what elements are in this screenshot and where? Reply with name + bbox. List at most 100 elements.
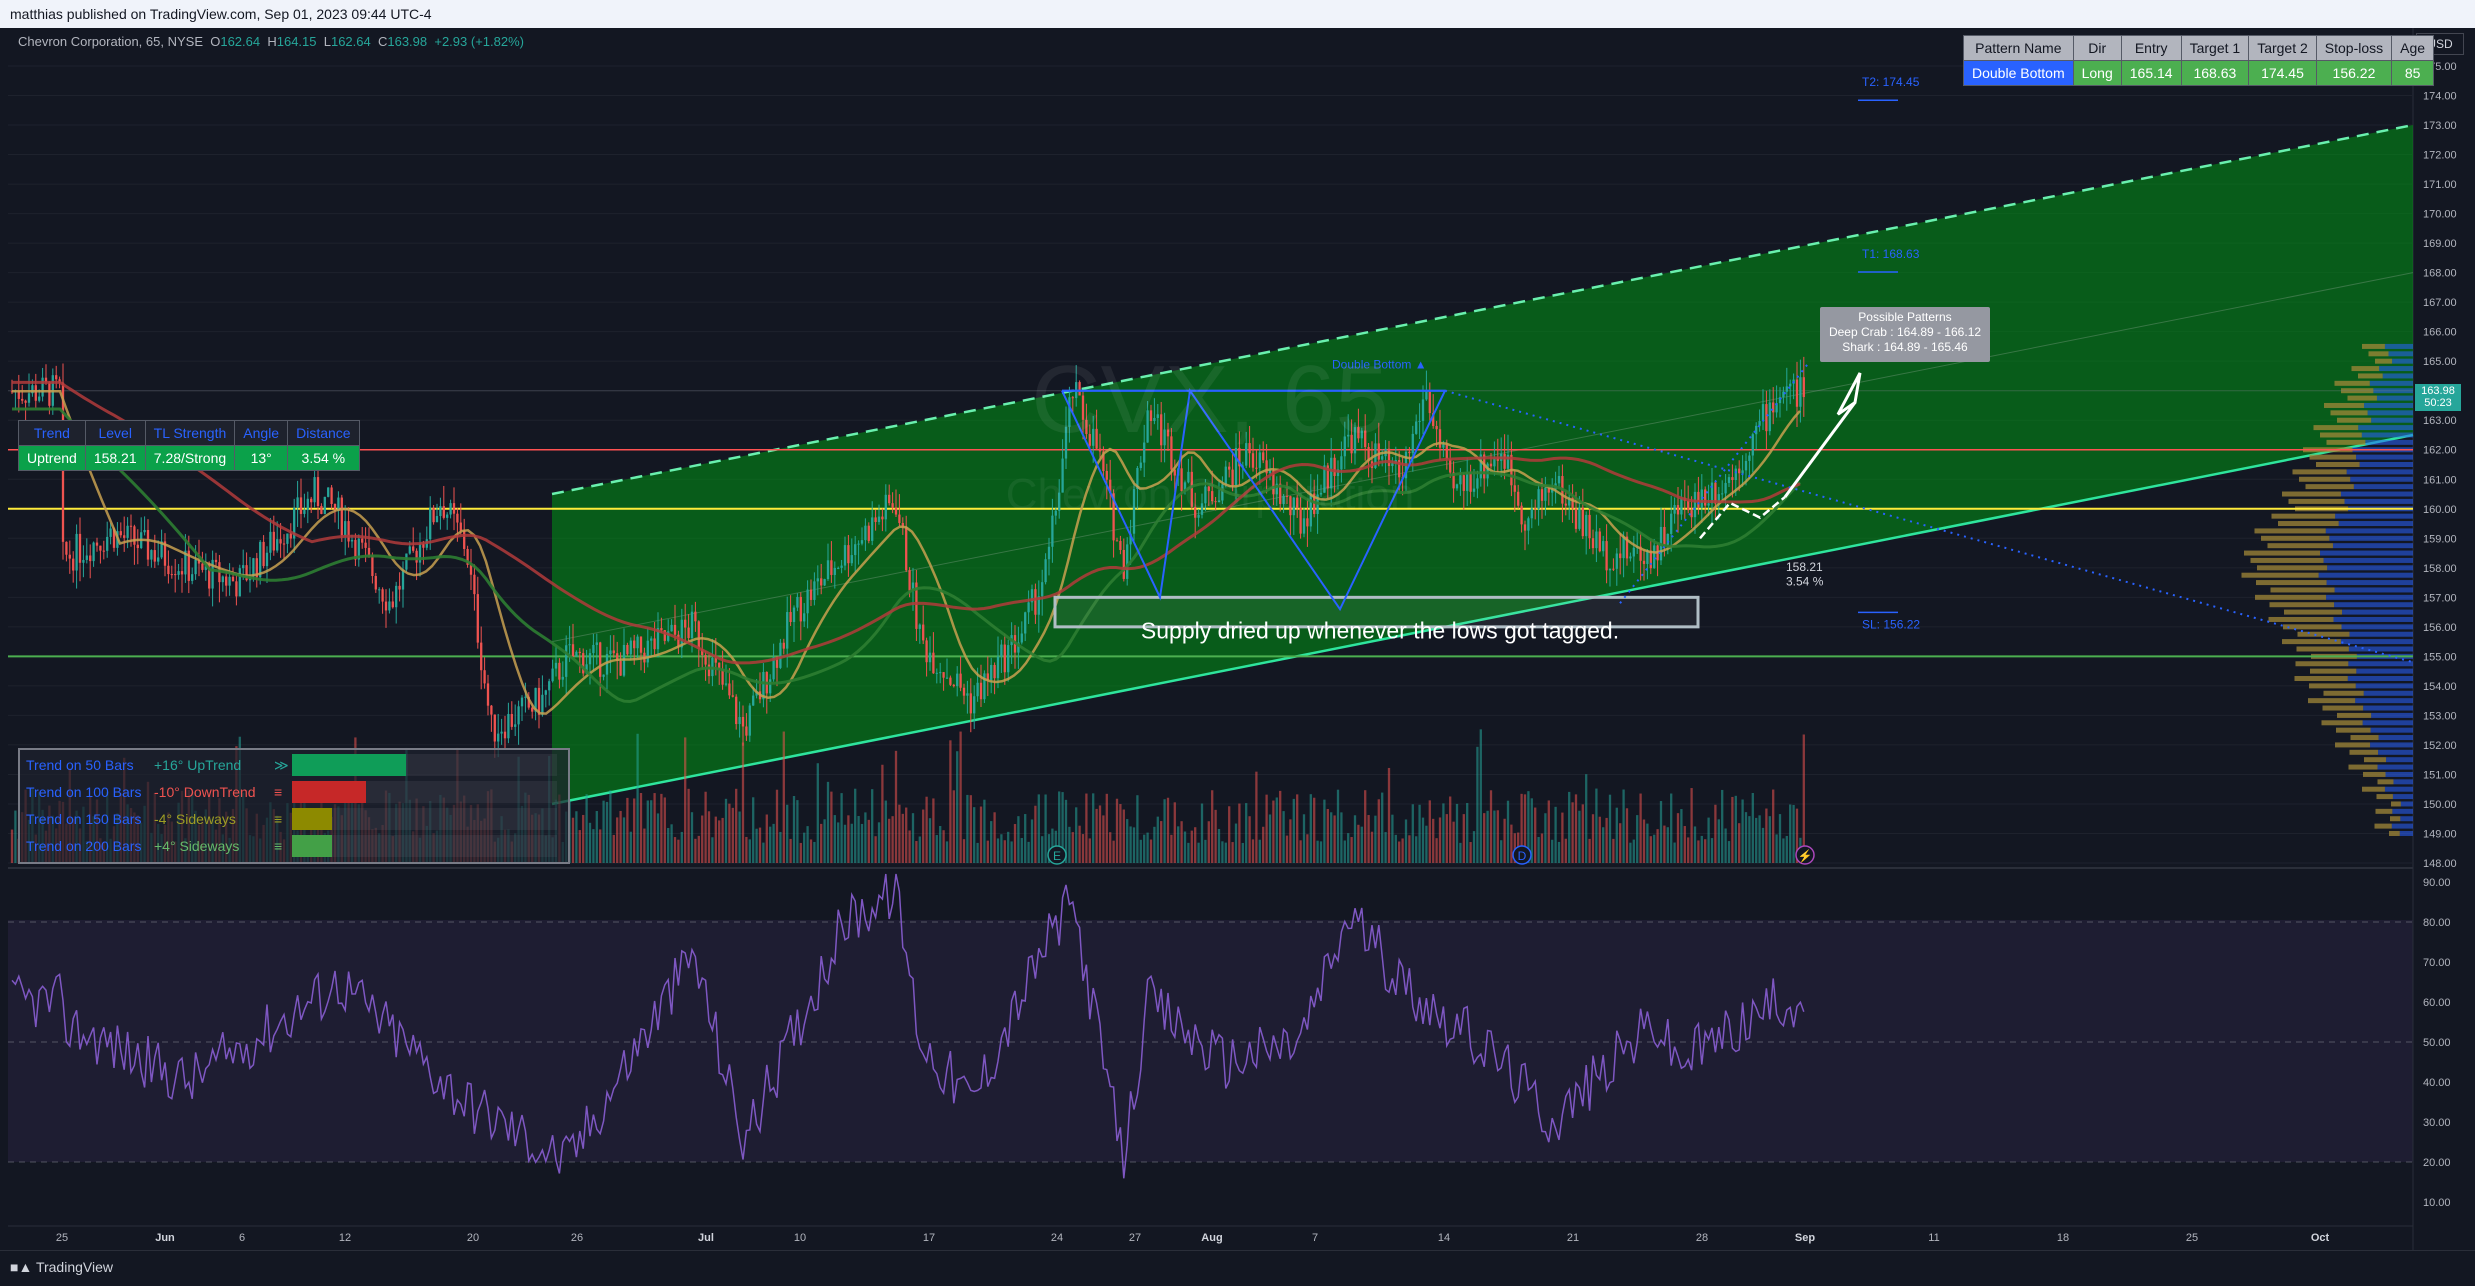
volume-bar [1523,794,1527,863]
volume-bar [1765,808,1768,863]
volume-bar [1425,825,1428,863]
candle-body [1714,482,1717,504]
volume-bar [979,806,983,863]
time-tick-label: 12 [339,1232,351,1244]
volume-bar [1224,842,1227,863]
volume-bar [986,840,989,863]
trendline-table: Trend Level TL Strength Angle Distance Uptre… [18,420,360,471]
candle-body [27,393,31,403]
volume-profile-up [2278,521,2339,527]
candle-body [1608,568,1612,571]
trendline-cell-1: 158.21 [84,445,146,471]
candle-body [1092,428,1095,446]
candle-body [1489,463,1493,467]
candle-body [1296,497,1299,508]
candle-body [595,642,598,645]
tradingview-logo[interactable]: ■▲ TradingView [10,1259,113,1275]
volume-bar [871,789,874,863]
trend-row-value: -4° Sideways [154,811,236,827]
volume-bar [850,823,853,863]
candle-body [881,516,884,520]
volume-profile-up [2261,535,2330,541]
volume-profile-up [2250,557,2324,563]
volume-bar [1789,804,1792,863]
candle-body [826,560,830,580]
candle-body [602,674,605,677]
candle-body [1323,465,1326,493]
volume-bar [1727,841,1731,863]
candle-body [1347,434,1350,437]
trend-row-symbol: ≫ [274,757,289,773]
volume-bar [928,818,932,863]
rsi-line [11,873,1805,1179]
pattern-header-4: Target 2 [2248,35,2317,61]
volume-bar [772,823,775,863]
candle-body [391,601,394,608]
dividend-marker [1512,845,1532,865]
candle-body [163,541,167,566]
volume-profile-up [2257,565,2328,571]
candle-body [129,525,133,527]
pattern-header-2: Entry [2120,35,2182,61]
candle-body [816,578,819,582]
candle-body [1058,492,1061,511]
time-tick-label: Aug [1201,1232,1222,1244]
volume-bar [748,839,751,863]
price-tick-label: 163.00 [2423,415,2457,427]
volume-profile-down [2359,462,2413,467]
symbol-name[interactable]: Chevron Corporation, 65, NYSE [18,34,203,49]
candle-body [272,531,275,551]
volume-profile-down [2355,683,2413,689]
candle-body [1680,497,1683,515]
candle-body [639,636,643,653]
volume-bar [925,796,928,863]
volume-bar [653,793,656,863]
candle-body [1153,417,1156,421]
volume-bar [966,794,969,863]
price-tick-label: 169.00 [2423,238,2457,250]
price-tick-label: 149.00 [2423,828,2457,840]
time-tick-label: 25 [56,1232,68,1244]
candle-body [1738,468,1741,474]
volume-bar [1357,824,1360,863]
volume-bar [1673,842,1676,863]
volume-bar [1782,838,1785,863]
volume-bar [1479,729,1482,863]
volume-bar [1629,842,1632,863]
trend-summary-panel: Trend on 50 Bars +16° UpTrend ≫ Trend on 10… [18,748,570,864]
volume-profile-down [2382,373,2413,379]
candle-body [214,559,218,563]
candle-body [1105,470,1108,480]
volume-profile-down [2335,513,2413,519]
candle-body [1646,550,1649,564]
candle-body [31,385,34,394]
volume-bar [1755,817,1758,863]
volume-profile-down [2379,366,2413,372]
volume-bar [1347,833,1350,863]
volume-profile-down [2373,388,2413,394]
candle-body [1340,456,1343,470]
volume-bar [1316,840,1319,863]
volume-bar [888,818,891,863]
candle-body [1183,482,1187,492]
price-tick-label: 160.00 [2423,504,2457,516]
low-value: 162.64 [330,34,371,49]
volume-bar [582,814,585,863]
volume-bar [1003,840,1006,863]
volume-bar [840,793,843,863]
price-tick-label: 168.00 [2423,268,2457,280]
high-label: H [267,34,277,49]
volume-profile-up [2368,351,2389,357]
volume-bar [969,795,972,863]
candle-body [1085,419,1088,435]
candle-body [1571,497,1574,509]
candle-body [1459,475,1462,485]
volume-bar [1037,794,1040,863]
volume-bar [1625,808,1629,863]
volume-bar [1540,833,1544,863]
volume-profile-down [2400,816,2413,822]
volume-bar [1343,840,1346,863]
trendline-distance-label: 3.54 % [1786,575,1824,589]
volume-bar [908,830,911,863]
